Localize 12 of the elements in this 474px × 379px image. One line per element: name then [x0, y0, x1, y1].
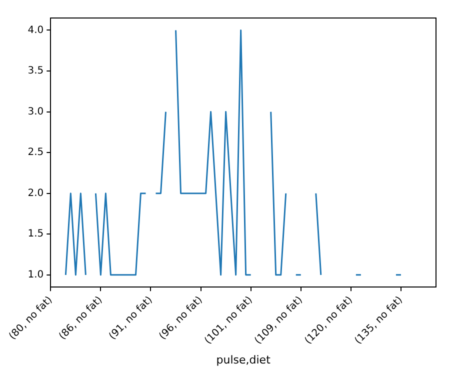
y-tick-label: 1.0 — [28, 270, 44, 281]
x-tick-label: (80, no fat) — [7, 294, 55, 342]
y-tick-label: 3.5 — [28, 66, 44, 77]
y-tick-label: 4.0 — [28, 24, 44, 36]
x-tick-label: (86, no fat) — [57, 294, 105, 342]
x-tick-label: (96, no fat) — [157, 294, 205, 342]
y-tick-label: 2.5 — [28, 147, 44, 158]
x-axis-title: pulse,diet — [216, 353, 272, 366]
y-tick-label: 3.0 — [28, 106, 44, 118]
y-tick-label: 1.5 — [28, 228, 44, 240]
x-tick-label: (91, no fat) — [107, 294, 155, 342]
y-tick-label: 2.0 — [28, 188, 44, 199]
